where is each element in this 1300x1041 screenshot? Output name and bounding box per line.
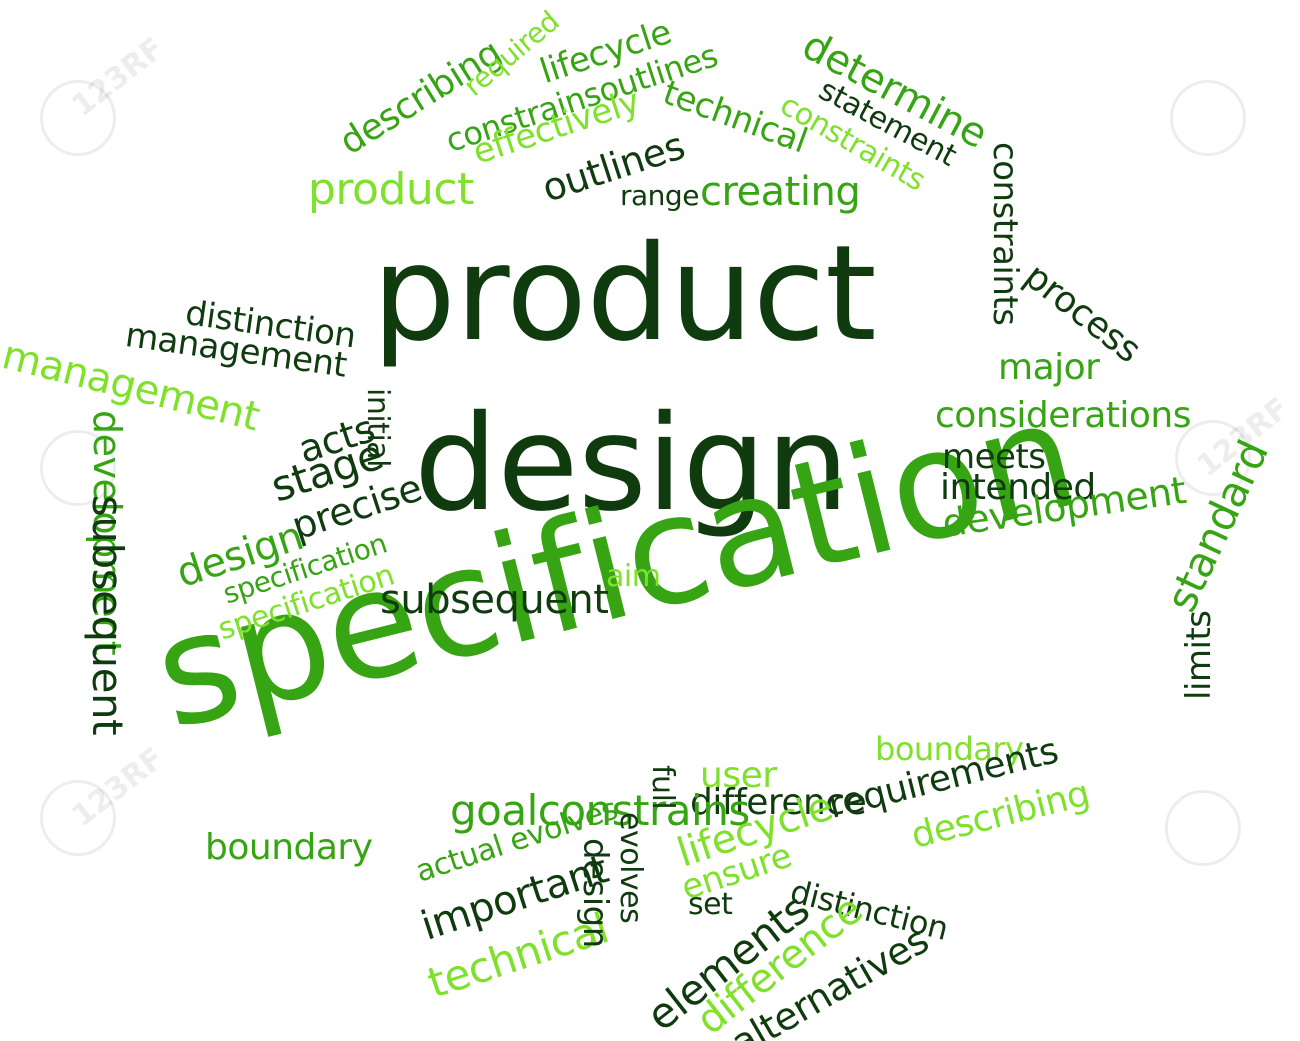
cloud-word: considerations (935, 395, 1191, 436)
cloud-word: evolves (613, 812, 648, 924)
cloud-word: range (620, 179, 699, 212)
cloud-word: subsequent (380, 577, 609, 623)
cloud-word: design (575, 838, 615, 948)
cloud-word: user (700, 755, 777, 796)
cloud-word: set (688, 887, 733, 922)
cloud-word: constraints (985, 142, 1025, 326)
cloud-word: goalconstrains (450, 786, 750, 835)
cloud-word: meets (942, 437, 1046, 477)
watermark-seal (40, 430, 116, 506)
cloud-word: product (308, 164, 474, 215)
main-word-design: design (414, 387, 849, 541)
watermark-seal (1165, 790, 1241, 866)
cloud-word: aim (606, 559, 661, 594)
cloud-word: boundary (205, 827, 373, 868)
watermark-seal (40, 80, 116, 156)
cloud-word: subsequent (83, 495, 132, 736)
watermark-seal (40, 780, 116, 856)
cloud-word: major (998, 347, 1100, 388)
cloud-word: creating (700, 169, 861, 215)
main-word-product: product (372, 217, 877, 371)
watermark-seal (1175, 420, 1251, 496)
cloud-word: boundary (875, 730, 1024, 768)
watermark-seal (1170, 80, 1246, 156)
cloud-word: difference (690, 782, 867, 823)
watermark-text: 123RF (65, 31, 171, 124)
cloud-word: intended (940, 467, 1096, 508)
cloud-word: initial (360, 388, 395, 467)
cloud-word: limits (1179, 610, 1219, 700)
cloud-word: full (645, 765, 680, 810)
